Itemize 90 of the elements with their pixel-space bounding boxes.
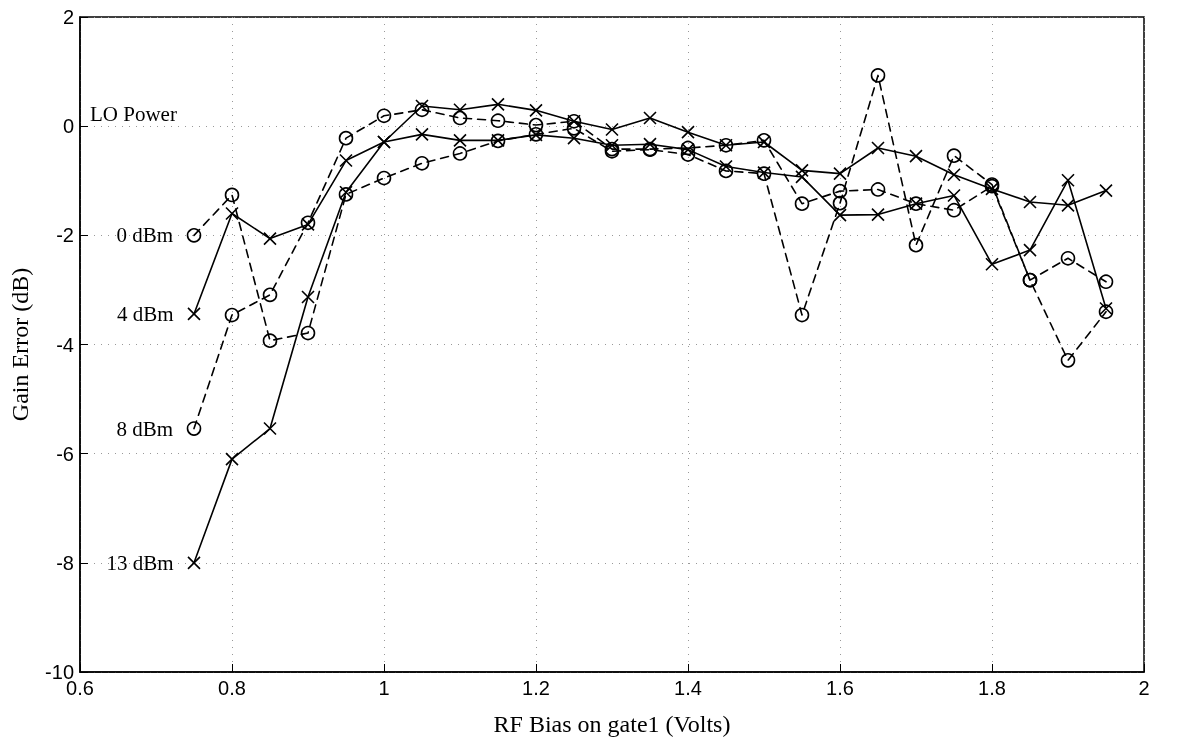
x-tick-label: 1.2 xyxy=(522,677,550,699)
point xyxy=(1061,198,1075,213)
point xyxy=(605,138,619,153)
point xyxy=(870,68,886,83)
y-tick-label: 2 xyxy=(62,6,74,28)
point xyxy=(1098,274,1114,290)
point xyxy=(186,228,202,243)
point xyxy=(301,290,315,304)
x-tick-label: 1.8 xyxy=(978,677,1006,699)
point xyxy=(908,237,924,253)
point xyxy=(643,137,657,151)
point xyxy=(985,257,999,272)
point xyxy=(946,202,962,218)
y-tick-label: -4 xyxy=(56,333,74,356)
point xyxy=(224,307,240,323)
point xyxy=(1023,243,1037,257)
point xyxy=(187,307,201,321)
point xyxy=(452,146,468,161)
point xyxy=(795,163,809,178)
point xyxy=(224,187,240,203)
point xyxy=(567,131,581,145)
point xyxy=(1061,173,1075,187)
point xyxy=(833,166,847,181)
point xyxy=(186,421,202,436)
point xyxy=(263,421,277,436)
x-tick-label: 0.8 xyxy=(218,677,246,699)
y-tick-label: -6 xyxy=(56,442,74,465)
point xyxy=(718,163,734,179)
point xyxy=(339,153,353,168)
point xyxy=(566,121,582,136)
point xyxy=(719,159,733,174)
point xyxy=(1099,183,1113,198)
point xyxy=(414,102,430,118)
point xyxy=(528,117,544,133)
point xyxy=(1099,301,1113,316)
y-axis-title: Gain Error (dB) xyxy=(7,267,33,422)
point xyxy=(985,182,999,196)
point xyxy=(262,287,278,303)
point xyxy=(871,207,885,222)
point xyxy=(833,208,847,222)
point xyxy=(491,97,505,112)
point xyxy=(529,103,543,118)
legend-title: LO Power xyxy=(90,101,177,126)
point xyxy=(795,170,809,184)
y-tick-label: -2 xyxy=(56,224,74,247)
point xyxy=(794,196,810,211)
point xyxy=(1023,195,1037,209)
point xyxy=(338,130,354,146)
x-axis-title: RF Bias on gate1 (Volts) xyxy=(493,711,731,737)
point xyxy=(794,307,810,323)
y-tick-label: -8 xyxy=(56,551,74,574)
y-tick-label: 0 xyxy=(62,115,74,138)
point xyxy=(643,111,657,125)
point xyxy=(947,167,961,182)
series-label: 13 dBm xyxy=(106,550,174,575)
point xyxy=(870,182,886,197)
point xyxy=(187,556,201,570)
point xyxy=(605,122,619,137)
point xyxy=(1060,353,1076,368)
point xyxy=(681,125,695,139)
point xyxy=(452,110,468,126)
point xyxy=(262,333,278,348)
point xyxy=(376,170,392,186)
point xyxy=(947,188,961,203)
point xyxy=(300,325,316,341)
point xyxy=(946,148,962,163)
x-tick-label: 1.4 xyxy=(674,677,702,699)
point xyxy=(832,183,848,199)
point xyxy=(453,102,467,117)
point xyxy=(415,99,429,113)
x-tick-label: 2 xyxy=(1138,677,1150,699)
series-label: 8 dBm xyxy=(116,416,173,441)
series-label: 4 dBm xyxy=(116,301,174,326)
point xyxy=(263,231,277,246)
point xyxy=(1098,304,1114,320)
point xyxy=(832,195,848,211)
point xyxy=(453,133,467,148)
point xyxy=(871,141,885,155)
point xyxy=(225,206,239,221)
point xyxy=(376,108,392,124)
x-tick-label: 1.6 xyxy=(826,677,854,699)
point xyxy=(490,113,506,128)
point xyxy=(415,127,429,142)
point xyxy=(1060,250,1076,266)
point xyxy=(225,452,239,466)
x-tick-label: 1 xyxy=(378,677,390,699)
point xyxy=(414,155,430,171)
series-label: 0 dBm xyxy=(116,223,173,248)
point xyxy=(909,149,923,163)
point xyxy=(680,147,696,162)
